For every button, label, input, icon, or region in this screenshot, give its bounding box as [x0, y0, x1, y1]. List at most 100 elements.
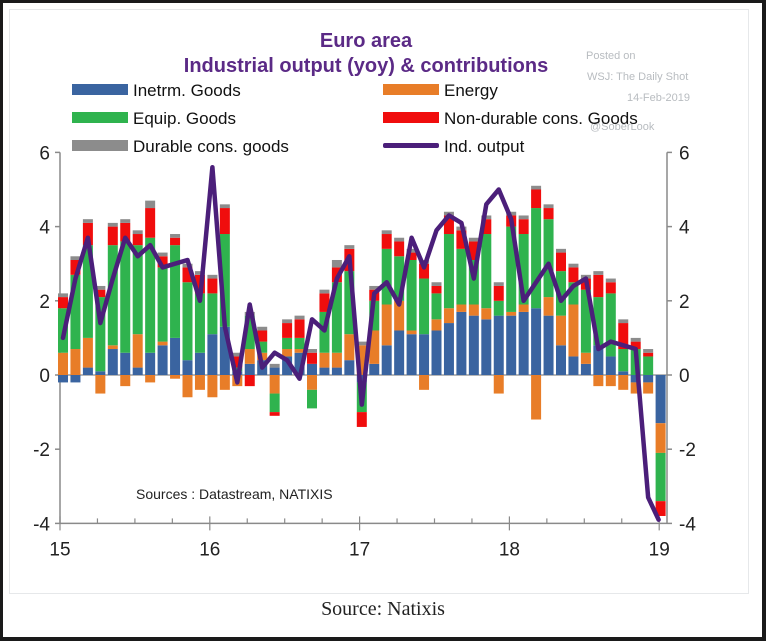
bar-energy — [468, 304, 479, 316]
bar-energy — [95, 375, 106, 394]
bar-energy — [107, 345, 118, 350]
legend-label-output: Ind. output — [444, 137, 525, 156]
bar-nondurable — [394, 241, 405, 257]
x-tick-label: 16 — [199, 539, 220, 560]
bar-durable — [381, 230, 392, 235]
bar-intermediate — [331, 367, 342, 375]
bar-nondurable — [70, 259, 81, 275]
bar-energy — [630, 382, 641, 394]
bar-durable — [307, 349, 317, 353]
bar-energy — [443, 308, 454, 324]
bar-durable — [232, 352, 243, 357]
x-tick-label: 17 — [349, 539, 370, 560]
bar-equipment — [95, 297, 106, 372]
bar-intermediate — [655, 375, 666, 424]
bar-intermediate — [630, 375, 641, 383]
bar-energy — [643, 382, 654, 394]
bar-intermediate — [580, 363, 591, 375]
bar-intermediate — [531, 308, 542, 375]
bar-equipment — [294, 337, 305, 350]
bar-durable — [107, 222, 118, 227]
bar-equipment — [568, 282, 579, 305]
bar-nondurable — [307, 352, 317, 364]
bar-intermediate — [294, 352, 305, 375]
y-tick-label-left: 2 — [39, 292, 50, 313]
bar-intermediate — [70, 375, 81, 383]
bar-energy — [381, 304, 392, 346]
bar-durable — [518, 215, 529, 220]
bar-energy — [518, 304, 529, 312]
watermark-handle: @SoberLook — [590, 121, 655, 133]
bar-nondurable — [468, 241, 479, 260]
bar-intermediate — [170, 337, 181, 375]
bar-intermediate — [593, 345, 604, 375]
bar-equipment — [655, 452, 666, 502]
bar-energy — [194, 375, 205, 390]
bar-energy — [307, 375, 317, 390]
bar-intermediate — [132, 367, 143, 375]
bar-intermediate — [618, 371, 629, 375]
bar-equipment — [145, 237, 156, 353]
legend-label-nondurable: Non-durable cons. Goods — [444, 109, 638, 128]
bar-durable — [294, 315, 305, 320]
legend-label-durable: Durable cons. goods — [133, 137, 289, 156]
bar-energy — [269, 375, 280, 394]
bar-intermediate — [120, 352, 131, 375]
bar-nondurable — [643, 352, 654, 357]
bar-energy — [319, 352, 330, 368]
bar-intermediate — [344, 360, 355, 375]
bar-energy — [568, 304, 579, 357]
bar-nondurable — [605, 282, 616, 294]
bar-nondurable — [443, 215, 454, 235]
watermark-source: WSJ: The Daily Shot — [587, 71, 688, 83]
bar-energy — [655, 423, 666, 453]
y-tick-label-left: 4 — [39, 218, 50, 239]
bar-equipment — [394, 256, 405, 301]
y-tick-label-left: -4 — [33, 514, 50, 535]
bar-energy — [157, 341, 168, 346]
bar-durable — [344, 245, 355, 249]
bar-energy — [618, 375, 629, 390]
bar-intermediate — [394, 330, 405, 375]
bar-intermediate — [157, 345, 168, 375]
bar-intermediate — [307, 363, 317, 375]
bar-equipment — [468, 259, 479, 305]
bar-intermediate — [568, 356, 579, 375]
bar-durable — [493, 282, 504, 286]
bar-durable — [568, 263, 579, 268]
bar-equipment — [406, 259, 417, 331]
bar-durable — [531, 185, 542, 190]
bar-nondurable — [120, 222, 131, 242]
bar-intermediate — [605, 356, 616, 375]
bar-nondurable — [568, 267, 579, 283]
chart-subtitle: Industrial output (yoy) & contributions — [184, 55, 548, 77]
bar-equipment — [219, 234, 230, 327]
bar-equipment — [331, 282, 342, 353]
bar-durable — [643, 349, 654, 353]
bar-equipment — [605, 293, 616, 357]
bar-equipment — [120, 241, 131, 353]
bar-durable — [70, 256, 81, 260]
bar-durable — [269, 363, 280, 368]
x-tick-label: 18 — [499, 539, 520, 560]
bar-durable — [58, 293, 68, 298]
bar-nondurable — [556, 252, 566, 272]
bar-durable — [369, 285, 380, 290]
bar-energy — [506, 311, 517, 316]
bar-nondurable — [493, 285, 504, 301]
bar-energy — [456, 304, 467, 312]
bar-energy — [605, 375, 616, 387]
y-tick-label-right: 2 — [679, 292, 690, 313]
bar-durable — [319, 289, 330, 294]
bar-equipment — [157, 267, 168, 342]
bar-nondurable — [244, 375, 255, 387]
y-tick-label-right: -2 — [679, 440, 696, 461]
bar-nondurable — [207, 278, 218, 294]
bar-energy — [580, 352, 591, 364]
bar-durable — [618, 319, 629, 324]
legend-label-intermediate: Inetrm. Goods — [133, 81, 241, 100]
bar-intermediate — [369, 363, 380, 375]
bar-energy — [132, 334, 143, 368]
bar-intermediate — [419, 334, 430, 375]
bar-intermediate — [518, 311, 529, 375]
